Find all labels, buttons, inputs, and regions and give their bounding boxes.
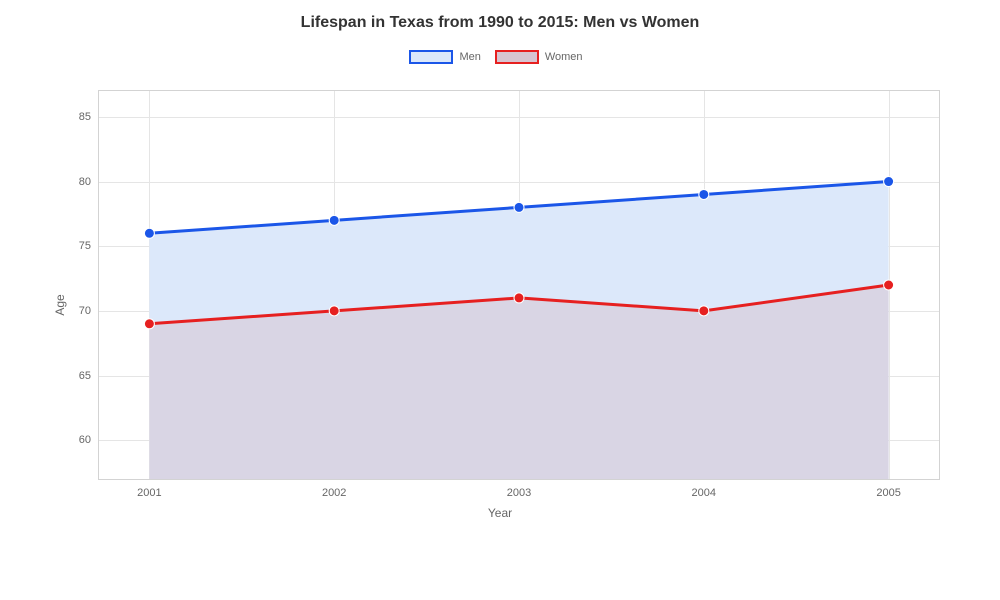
legend: Men Women (0, 50, 1000, 64)
markers-svg (99, 91, 939, 479)
y-tick-label: 75 (79, 240, 99, 252)
chart-title: Lifespan in Texas from 1990 to 2015: Men… (0, 0, 1000, 32)
plot-wrap: Age 60657075808520012002200320042005 Yea… (60, 90, 940, 520)
x-axis-label: Year (488, 506, 512, 520)
series-marker (144, 228, 154, 238)
x-tick-label: 2004 (692, 479, 716, 499)
legend-label-women: Women (545, 51, 583, 63)
y-tick-label: 80 (79, 176, 99, 188)
series-marker (329, 306, 339, 316)
y-tick-label: 65 (79, 370, 99, 382)
legend-swatch-men (409, 50, 453, 64)
series-marker (699, 306, 709, 316)
series-marker (884, 177, 894, 187)
plot-area: 60657075808520012002200320042005 (98, 90, 940, 480)
x-tick-label: 2002 (322, 479, 346, 499)
legend-swatch-women (495, 50, 539, 64)
series-marker (144, 319, 154, 329)
legend-label-men: Men (459, 51, 480, 63)
series-marker (884, 280, 894, 290)
y-tick-label: 60 (79, 434, 99, 446)
series-marker (329, 215, 339, 225)
y-tick-label: 70 (79, 305, 99, 317)
x-tick-label: 2005 (876, 479, 900, 499)
x-tick-label: 2001 (137, 479, 161, 499)
x-tick-label: 2003 (507, 479, 531, 499)
series-marker (514, 293, 524, 303)
y-tick-label: 85 (79, 111, 99, 123)
y-axis-label: Age (53, 294, 67, 315)
series-marker (699, 189, 709, 199)
series-marker (514, 202, 524, 212)
